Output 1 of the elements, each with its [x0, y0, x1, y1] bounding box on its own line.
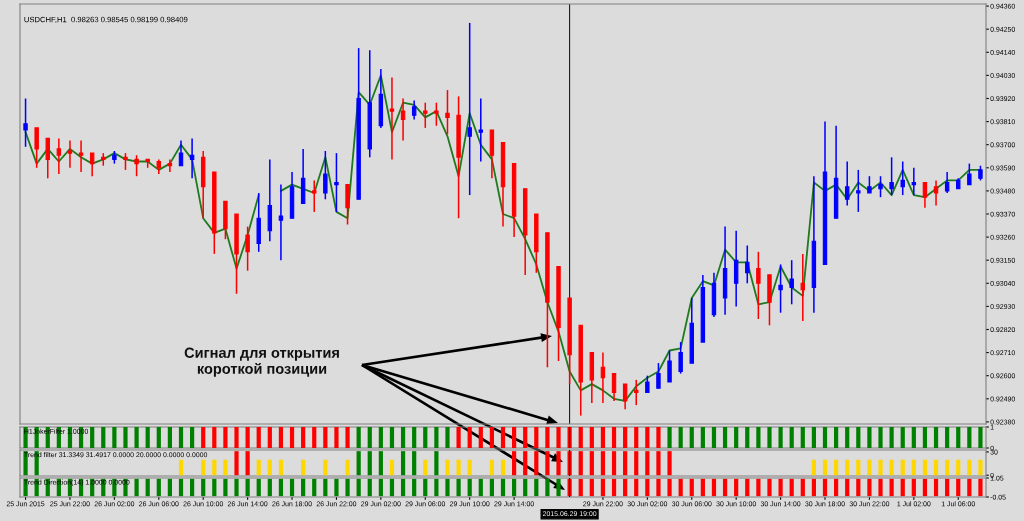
- annotation: Сигнал для открытия короткой позиции: [184, 347, 339, 377]
